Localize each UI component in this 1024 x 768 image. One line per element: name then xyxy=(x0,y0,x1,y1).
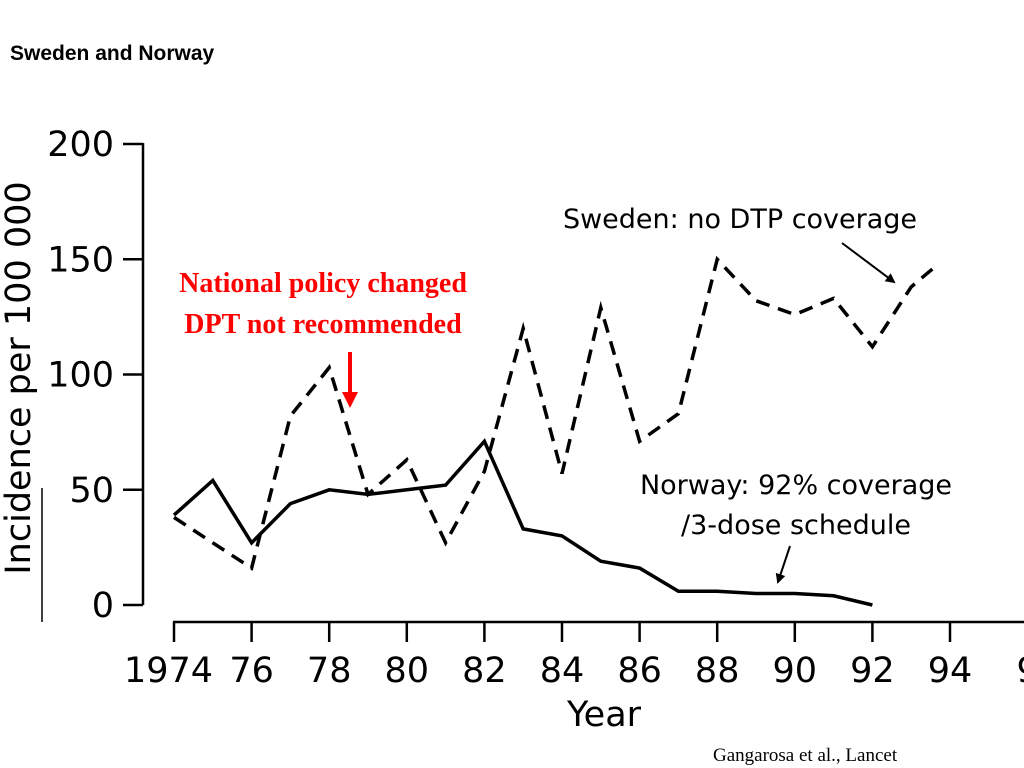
source-citation: Gangarosa et al., Lancet xyxy=(713,745,898,766)
x-tick-label: 92 xyxy=(850,651,895,691)
series-line-norway xyxy=(172,438,873,607)
y-tick-label: 100 xyxy=(47,356,114,396)
x-tick-label: 90 xyxy=(773,651,818,691)
sweden-annotation-arrow xyxy=(841,242,896,284)
y-tick-label: 200 xyxy=(47,125,114,165)
y-tick-label: 150 xyxy=(47,240,114,280)
policy-annotation-line1: National policy changed xyxy=(179,268,467,299)
sweden-annotation: Sweden: no DTP coverage xyxy=(563,204,917,235)
y-tick-label: 50 xyxy=(69,471,114,511)
norway-annotation-arrow xyxy=(775,545,791,584)
x-tick-label: 82 xyxy=(462,651,507,691)
policy-annotation-line2: DPT not recommended xyxy=(184,309,462,340)
x-tick-label: 78 xyxy=(307,651,352,691)
x-tick-label: 9 xyxy=(1016,651,1024,691)
x-tick-label: 94 xyxy=(928,651,973,691)
x-axis-title: Year xyxy=(566,695,642,735)
y-axis-title: Incidence per 100 000 xyxy=(0,181,39,574)
x-tick-label: 76 xyxy=(229,651,274,691)
x-tick-label: 88 xyxy=(695,651,740,691)
x-axis-ticks: 1974 76 78 80 82 84 86 88 90 92 94 9 xyxy=(124,622,1024,691)
slide-title: Sweden and Norway xyxy=(10,42,215,65)
y-axis-ticks: 0 50 100 150 200 xyxy=(47,125,143,626)
norway-annotation-line2: /3-dose schedule xyxy=(681,510,911,541)
norway-annotation-line1: Norway: 92% coverage xyxy=(640,470,952,501)
y-tick-label: 0 xyxy=(92,586,114,626)
x-tick-label: 80 xyxy=(385,651,430,691)
x-tick-label: 86 xyxy=(617,651,662,691)
x-tick-label: 1974 xyxy=(124,651,213,691)
series-line-sweden xyxy=(173,255,940,571)
x-tick-label: 84 xyxy=(540,651,585,691)
policy-arrow-icon xyxy=(342,352,358,408)
